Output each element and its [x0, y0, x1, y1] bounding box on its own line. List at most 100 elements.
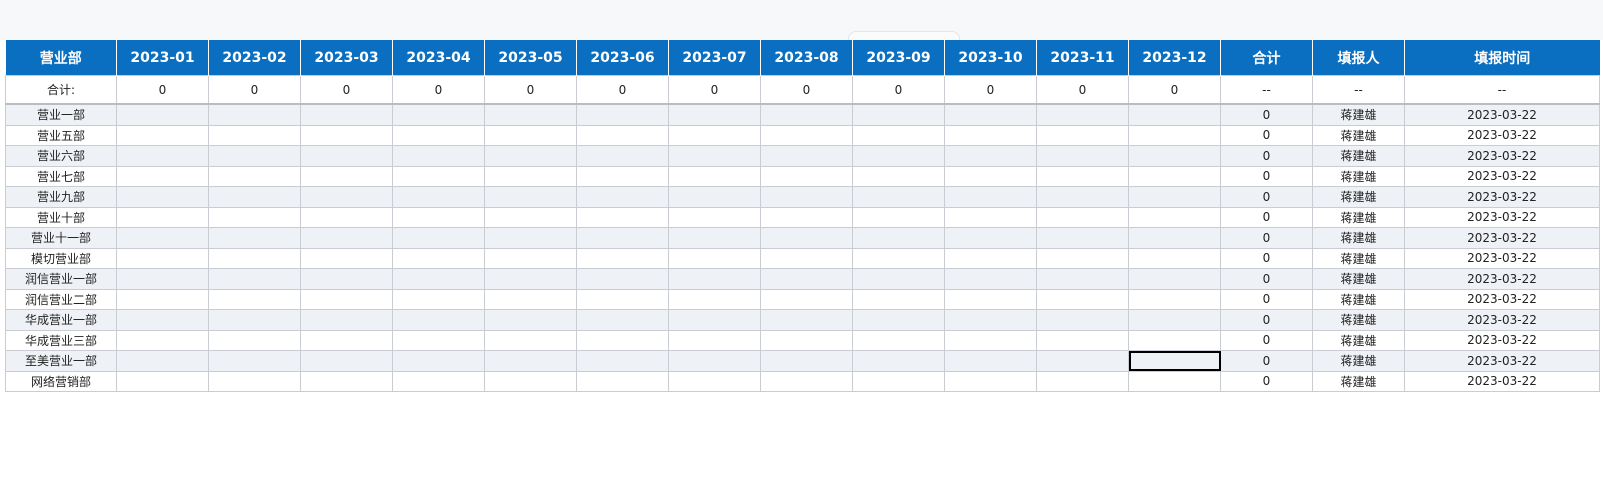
input-cell[interactable]	[944, 186, 1037, 208]
input-cell[interactable]	[1036, 165, 1129, 187]
column-header[interactable]: 2023-10	[944, 40, 1037, 76]
input-cell[interactable]	[1128, 350, 1221, 372]
input-cell[interactable]	[1036, 124, 1129, 146]
input-cell[interactable]	[208, 370, 301, 392]
input-cell[interactable]	[1128, 309, 1221, 331]
input-cell[interactable]	[116, 227, 209, 249]
input-cell[interactable]	[576, 288, 669, 310]
input-cell[interactable]	[116, 370, 209, 392]
input-cell[interactable]	[1128, 370, 1221, 392]
input-cell[interactable]	[392, 103, 485, 126]
input-cell[interactable]	[760, 145, 853, 167]
input-cell[interactable]	[1128, 124, 1221, 146]
column-header[interactable]: 2023-03	[300, 40, 393, 76]
input-cell[interactable]	[300, 206, 393, 228]
input-cell[interactable]	[668, 288, 761, 310]
column-header[interactable]: 2023-05	[484, 40, 577, 76]
input-cell[interactable]	[668, 370, 761, 392]
column-header[interactable]: 2023-07	[668, 40, 761, 76]
input-cell[interactable]	[852, 186, 945, 208]
input-cell[interactable]	[668, 268, 761, 290]
input-cell[interactable]	[944, 247, 1037, 269]
input-cell[interactable]	[392, 165, 485, 187]
input-cell[interactable]	[668, 350, 761, 372]
input-cell[interactable]	[392, 186, 485, 208]
input-cell[interactable]	[944, 309, 1037, 331]
input-cell[interactable]	[760, 288, 853, 310]
input-cell[interactable]	[760, 103, 853, 126]
input-cell[interactable]	[484, 227, 577, 249]
input-cell[interactable]	[852, 288, 945, 310]
input-cell[interactable]	[852, 370, 945, 392]
input-cell[interactable]	[944, 206, 1037, 228]
input-cell[interactable]	[300, 288, 393, 310]
input-cell[interactable]	[116, 124, 209, 146]
input-cell[interactable]	[668, 165, 761, 187]
input-cell[interactable]	[392, 124, 485, 146]
column-header[interactable]: 2023-08	[760, 40, 853, 76]
input-cell[interactable]	[760, 124, 853, 146]
input-cell[interactable]	[1036, 186, 1129, 208]
input-cell[interactable]	[208, 165, 301, 187]
column-header[interactable]: 合计	[1220, 40, 1313, 76]
input-cell[interactable]	[852, 165, 945, 187]
input-cell[interactable]	[1036, 350, 1129, 372]
input-cell[interactable]	[484, 145, 577, 167]
input-cell[interactable]	[392, 247, 485, 269]
input-cell[interactable]	[116, 329, 209, 351]
input-cell[interactable]	[300, 227, 393, 249]
input-cell[interactable]	[208, 145, 301, 167]
input-cell[interactable]	[300, 247, 393, 269]
input-cell[interactable]	[852, 145, 945, 167]
input-cell[interactable]	[1036, 329, 1129, 351]
input-cell[interactable]	[300, 165, 393, 187]
input-cell[interactable]	[484, 124, 577, 146]
input-cell[interactable]	[576, 268, 669, 290]
input-cell[interactable]	[1036, 288, 1129, 310]
input-cell[interactable]	[576, 103, 669, 126]
input-cell[interactable]	[852, 268, 945, 290]
input-cell[interactable]	[208, 124, 301, 146]
input-cell[interactable]	[668, 309, 761, 331]
input-cell[interactable]	[1036, 370, 1129, 392]
input-cell[interactable]	[484, 370, 577, 392]
input-cell[interactable]	[944, 268, 1037, 290]
column-header[interactable]: 2023-09	[852, 40, 945, 76]
input-cell[interactable]	[208, 186, 301, 208]
input-cell[interactable]	[484, 103, 577, 126]
input-cell[interactable]	[484, 247, 577, 269]
column-header[interactable]: 填报人	[1312, 40, 1405, 76]
input-cell[interactable]	[1036, 145, 1129, 167]
input-cell[interactable]	[208, 350, 301, 372]
input-cell[interactable]	[116, 309, 209, 331]
input-cell[interactable]	[760, 227, 853, 249]
input-cell[interactable]	[392, 288, 485, 310]
input-cell[interactable]	[668, 206, 761, 228]
input-cell[interactable]	[1128, 103, 1221, 126]
input-cell[interactable]	[852, 103, 945, 126]
input-cell[interactable]	[576, 370, 669, 392]
input-cell[interactable]	[392, 145, 485, 167]
column-header[interactable]: 2023-12	[1128, 40, 1221, 76]
input-cell[interactable]	[300, 309, 393, 331]
input-cell[interactable]	[116, 103, 209, 126]
input-cell[interactable]	[760, 247, 853, 269]
input-cell[interactable]	[484, 186, 577, 208]
input-cell[interactable]	[300, 124, 393, 146]
input-cell[interactable]	[576, 186, 669, 208]
input-cell[interactable]	[484, 350, 577, 372]
input-cell[interactable]	[1128, 268, 1221, 290]
input-cell[interactable]	[300, 329, 393, 351]
input-cell[interactable]	[852, 124, 945, 146]
input-cell[interactable]	[668, 145, 761, 167]
input-cell[interactable]	[576, 309, 669, 331]
input-cell[interactable]	[576, 145, 669, 167]
input-cell[interactable]	[576, 165, 669, 187]
input-cell[interactable]	[760, 268, 853, 290]
input-cell[interactable]	[760, 370, 853, 392]
input-cell[interactable]	[484, 268, 577, 290]
input-cell[interactable]	[116, 247, 209, 269]
input-cell[interactable]	[1128, 329, 1221, 351]
input-cell[interactable]	[1036, 268, 1129, 290]
input-cell[interactable]	[1128, 206, 1221, 228]
